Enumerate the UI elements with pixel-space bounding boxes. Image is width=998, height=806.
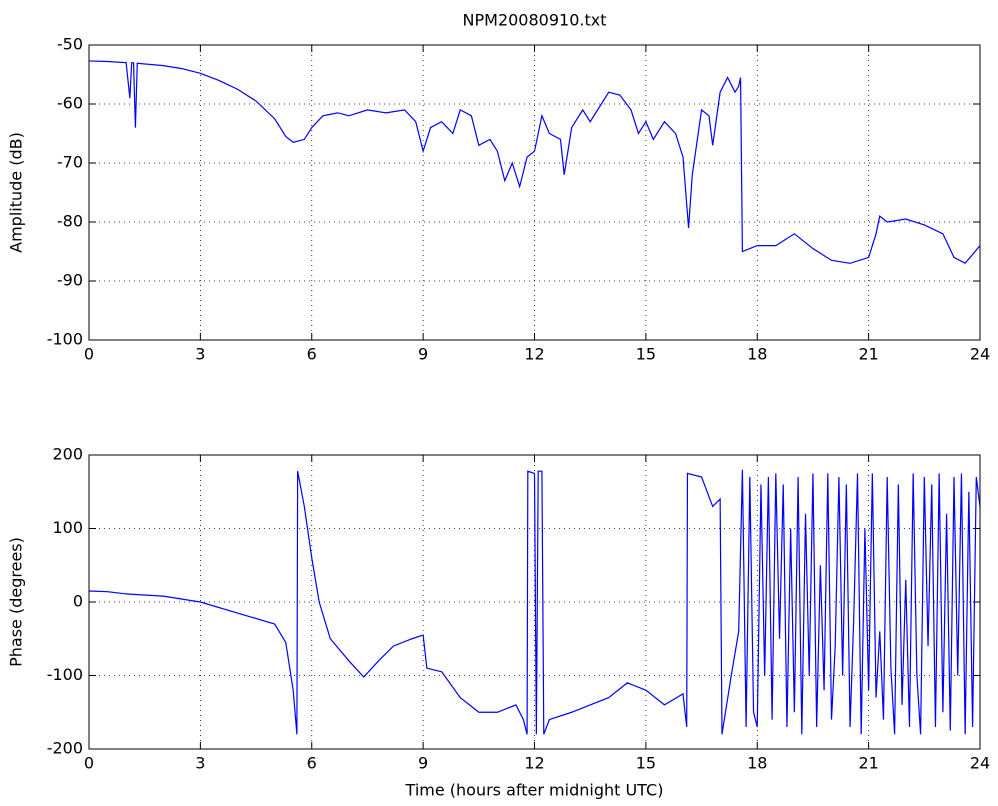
x-tick-label: 12 xyxy=(524,754,544,773)
y-tick-label: -100 xyxy=(47,330,83,349)
y-tick-label: -70 xyxy=(57,153,83,172)
x-tick-label: 3 xyxy=(195,754,205,773)
y-tick-label: -90 xyxy=(57,271,83,290)
y-tick-label: -50 xyxy=(57,35,83,54)
x-tick-label: 6 xyxy=(307,754,317,773)
y-tick-label: 200 xyxy=(52,445,83,464)
axes-frame xyxy=(88,454,981,750)
y-tick-label: -80 xyxy=(57,212,83,231)
x-tick-label: 9 xyxy=(418,345,428,364)
y-tick-label: -100 xyxy=(47,665,83,684)
x-tick-label: 9 xyxy=(418,754,428,773)
x-tick-label: 21 xyxy=(858,345,878,364)
x-tick-label: 15 xyxy=(636,754,656,773)
x-tick-label: 24 xyxy=(970,345,990,364)
axes-frame xyxy=(88,44,981,341)
x-tick-label: 3 xyxy=(195,345,205,364)
x-tick-label: 0 xyxy=(84,754,94,773)
y-tick-label: -200 xyxy=(47,739,83,758)
y-tick-label: 100 xyxy=(52,518,83,537)
data-line xyxy=(88,469,981,735)
x-tick-label: 21 xyxy=(858,754,878,773)
chart-title: NPM20080910.txt xyxy=(463,11,607,30)
x-tick-label: 6 xyxy=(307,345,317,364)
x-tick-label: 18 xyxy=(747,345,767,364)
y-tick-label: 0 xyxy=(73,592,83,611)
x-axis-label: Time (hours after midnight UTC) xyxy=(405,781,664,800)
x-tick-label: 24 xyxy=(970,754,990,773)
data-line xyxy=(88,60,981,265)
x-tick-label: 15 xyxy=(636,345,656,364)
x-tick-label: 18 xyxy=(747,754,767,773)
x-tick-label: 12 xyxy=(524,345,544,364)
x-tick-label: 0 xyxy=(84,345,94,364)
y-axis-label: Amplitude (dB) xyxy=(7,132,26,253)
y-axis-label: Phase (degrees) xyxy=(7,537,26,667)
y-tick-label: -60 xyxy=(57,94,83,113)
